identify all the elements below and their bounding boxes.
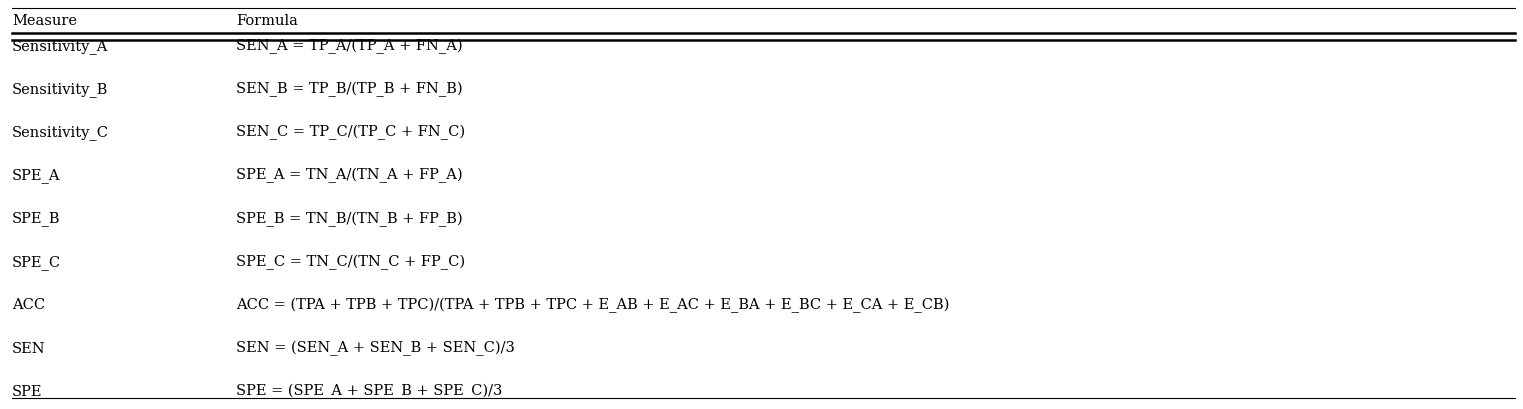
Text: Sensitivity_A: Sensitivity_A [12, 39, 108, 54]
Text: Sensitivity_C: Sensitivity_C [12, 125, 110, 140]
Text: SEN_B = TP_B/(TP_B + FN_B): SEN_B = TP_B/(TP_B + FN_B) [236, 82, 463, 97]
Text: SEN = (SEN_A + SEN_B + SEN_C)/3: SEN = (SEN_A + SEN_B + SEN_C)/3 [236, 341, 515, 356]
Text: Sensitivity_B: Sensitivity_B [12, 82, 108, 97]
Text: ACC: ACC [12, 299, 46, 312]
Text: SPE: SPE [12, 385, 43, 399]
Text: SPE_C = TN_C/(TN_C + FP_C): SPE_C = TN_C/(TN_C + FP_C) [236, 254, 465, 270]
Text: ACC = (TPA + TPB + TPC)/(TPA + TPB + TPC + E_AB + E_AC + E_BA + E_BC + E_CA + E_: ACC = (TPA + TPB + TPC)/(TPA + TPB + TPC… [236, 298, 949, 313]
Text: Measure: Measure [12, 14, 78, 28]
Text: SEN_C = TP_C/(TP_C + FN_C): SEN_C = TP_C/(TP_C + FN_C) [236, 125, 465, 140]
Text: SPE_B: SPE_B [12, 211, 61, 227]
Text: SPE = (SPE_A + SPE_B + SPE_C)/3: SPE = (SPE_A + SPE_B + SPE_C)/3 [236, 384, 503, 400]
Text: SEN_A = TP_A/(TP_A + FN_A): SEN_A = TP_A/(TP_A + FN_A) [236, 38, 463, 54]
Text: SPE_B = TN_B/(TN_B + FP_B): SPE_B = TN_B/(TN_B + FP_B) [236, 211, 463, 227]
Text: SPE_C: SPE_C [12, 255, 61, 270]
Text: Formula: Formula [236, 14, 299, 28]
Text: SPE_A: SPE_A [12, 169, 61, 183]
Text: SEN: SEN [12, 342, 46, 356]
Text: SPE_A = TN_A/(TN_A + FP_A): SPE_A = TN_A/(TN_A + FP_A) [236, 168, 463, 183]
